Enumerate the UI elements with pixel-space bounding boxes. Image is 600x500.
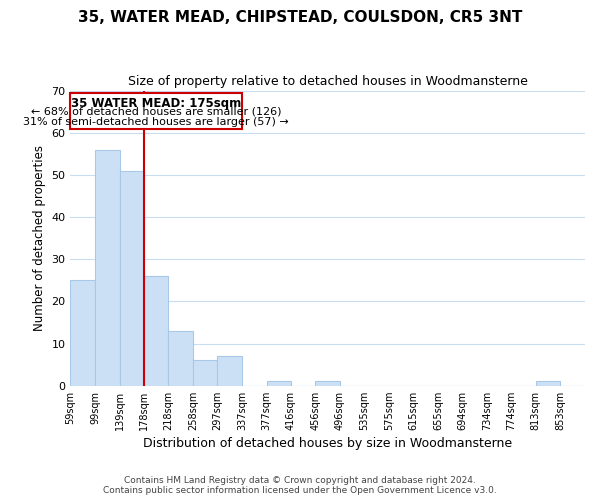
Y-axis label: Number of detached properties: Number of detached properties [33,145,46,331]
Bar [193,360,217,386]
Bar [316,382,340,386]
Bar [120,170,144,386]
Text: 35 WATER MEAD: 175sqm: 35 WATER MEAD: 175sqm [71,97,241,110]
Bar [266,382,290,386]
FancyBboxPatch shape [70,92,242,128]
Text: 35, WATER MEAD, CHIPSTEAD, COULSDON, CR5 3NT: 35, WATER MEAD, CHIPSTEAD, COULSDON, CR5… [78,10,522,25]
Bar [95,150,120,386]
Text: Contains HM Land Registry data © Crown copyright and database right 2024.
Contai: Contains HM Land Registry data © Crown c… [103,476,497,495]
Text: 31% of semi-detached houses are larger (57) →: 31% of semi-detached houses are larger (… [23,116,289,126]
X-axis label: Distribution of detached houses by size in Woodmansterne: Distribution of detached houses by size … [143,437,512,450]
Bar [536,382,560,386]
Text: ← 68% of detached houses are smaller (126): ← 68% of detached houses are smaller (12… [31,106,281,117]
Bar [169,331,193,386]
Bar [70,280,95,386]
Bar [217,356,242,386]
Title: Size of property relative to detached houses in Woodmansterne: Size of property relative to detached ho… [128,75,527,88]
Bar [144,276,169,386]
